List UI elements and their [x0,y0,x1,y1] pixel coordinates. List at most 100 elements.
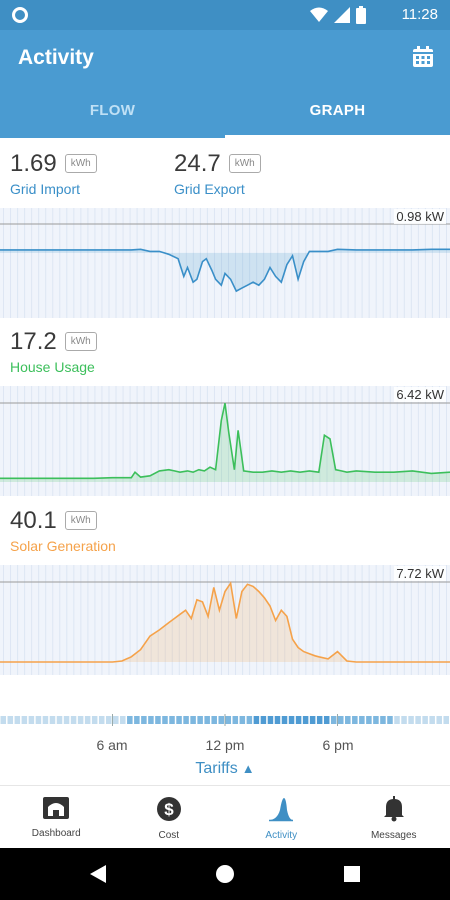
house-usage-unit: kWh [64,332,97,351]
solar-max-label: 7.72 kW [394,566,446,581]
tick-label-6pm: 6 pm [322,737,354,753]
calendar-icon [413,46,433,67]
tariff-timeline[interactable] [0,714,450,726]
solar-generation-unit: kWh [64,511,97,530]
tab-flow[interactable]: FLOW [89,102,136,119]
chevron-up-icon: ▲ [241,761,255,776]
app-status-icon [12,7,28,23]
series-line [0,403,450,480]
tab-bar: FLOW GRAPH [0,88,450,138]
tariff-segment [120,716,126,724]
grid-chart-svg [0,208,450,318]
signal-icon [334,7,350,23]
solar-generation-label: Solar Generation [10,538,116,554]
chart-background [0,208,450,318]
dollar-icon: $ [156,797,181,821]
series-area [0,583,450,662]
tariff-segment [225,716,232,724]
page-title: Activity [18,46,94,69]
tariff-segment [429,716,435,724]
tab-graph[interactable]: GRAPH [309,102,366,119]
tariff-segment [408,716,414,724]
tariff-segment [401,716,407,724]
tab-indicator [225,135,450,138]
tariff-segment [338,716,344,724]
tariff-segment [204,716,210,724]
bell-icon [383,796,404,822]
grid-max-label: 0.98 kW [394,209,446,224]
tariff-segment [197,716,203,724]
grid-import-metric: 1.69 kWh Grid Import [10,150,97,197]
tariff-segment [380,716,386,724]
grid-export-label: Grid Export [174,181,245,197]
status-icons [310,6,366,24]
status-bar: 11:28 [0,0,450,30]
nav-dashboard-label: Dashboard [31,828,81,839]
tariff-segment [14,716,21,724]
tariff-segment [91,716,98,724]
grid-export-metric: 24.7 kWh Grid Export [174,150,261,197]
tariff-segment [394,716,400,724]
tariff-segment [253,716,260,724]
nav-messages[interactable]: Messages [338,786,450,847]
tariff-segment [127,716,133,724]
tariff-segment [302,716,309,724]
tariff-segment [134,716,140,724]
tariff-segment [422,716,428,724]
battery-icon [356,6,366,24]
solar-chart: 7.72 kW [0,565,450,675]
tariff-segment [295,716,302,724]
tariff-segment [274,716,281,724]
tariff-segment [42,716,49,724]
tariff-segment [105,716,112,724]
nav-dashboard[interactable]: Dashboard [0,786,113,847]
status-time: 11:28 [401,6,438,23]
tariff-segment [7,716,14,724]
tariff-segment [211,716,217,724]
bottom-navigation: Dashboard $ Cost Activity Messages [0,785,450,847]
calendar-button[interactable] [412,46,434,73]
back-icon[interactable] [90,865,106,883]
tariff-segment [415,716,421,724]
solar-chart-svg [0,565,450,675]
tariff-segment [330,716,337,724]
tariff-segment [218,716,224,724]
house-icon [43,797,70,819]
grid-import-unit: kWh [64,154,97,173]
recents-icon[interactable] [344,866,360,882]
tariff-segment [77,716,84,724]
tariff-segment [176,716,182,724]
house-usage-metric: 17.2 kWh House Usage [10,328,97,375]
grid-chart: 0.98 kW [0,208,450,318]
home-icon[interactable] [216,865,234,883]
tariff-segment [190,716,196,724]
tariff-segment [141,716,147,724]
series-line [0,581,450,663]
tariff-segment [162,716,168,724]
nav-cost-label: Cost [158,830,180,841]
tariff-segment [366,716,372,724]
tariff-segment [148,716,154,724]
nav-activity[interactable]: Activity [225,786,338,847]
tariff-segment [155,716,161,724]
svg-text:$: $ [164,800,174,819]
tariffs-toggle[interactable]: Tariffs ▲ [0,760,450,778]
tariff-segment [352,716,358,724]
tick-label-12pm: 12 pm [205,737,245,753]
solar-generation-value: 40.1 [10,507,57,534]
tariff-segment [345,716,351,724]
house-usage-chart: 6.42 kW [0,386,450,496]
activity-icon [269,798,294,822]
tariff-segment [169,716,175,724]
tariffs-label: Tariffs [195,760,238,777]
tariff-segment [28,716,35,724]
tariff-segment [239,716,246,724]
tariff-segment [267,716,274,724]
tariff-segment [49,716,56,724]
time-axis: 6 am 12 pm 6 pm [0,737,450,755]
tariff-segment [232,716,239,724]
nav-cost[interactable]: $ Cost [113,786,226,847]
tariff-segment [63,716,70,724]
tariff-segment [309,716,316,724]
tariff-segment [359,716,365,724]
